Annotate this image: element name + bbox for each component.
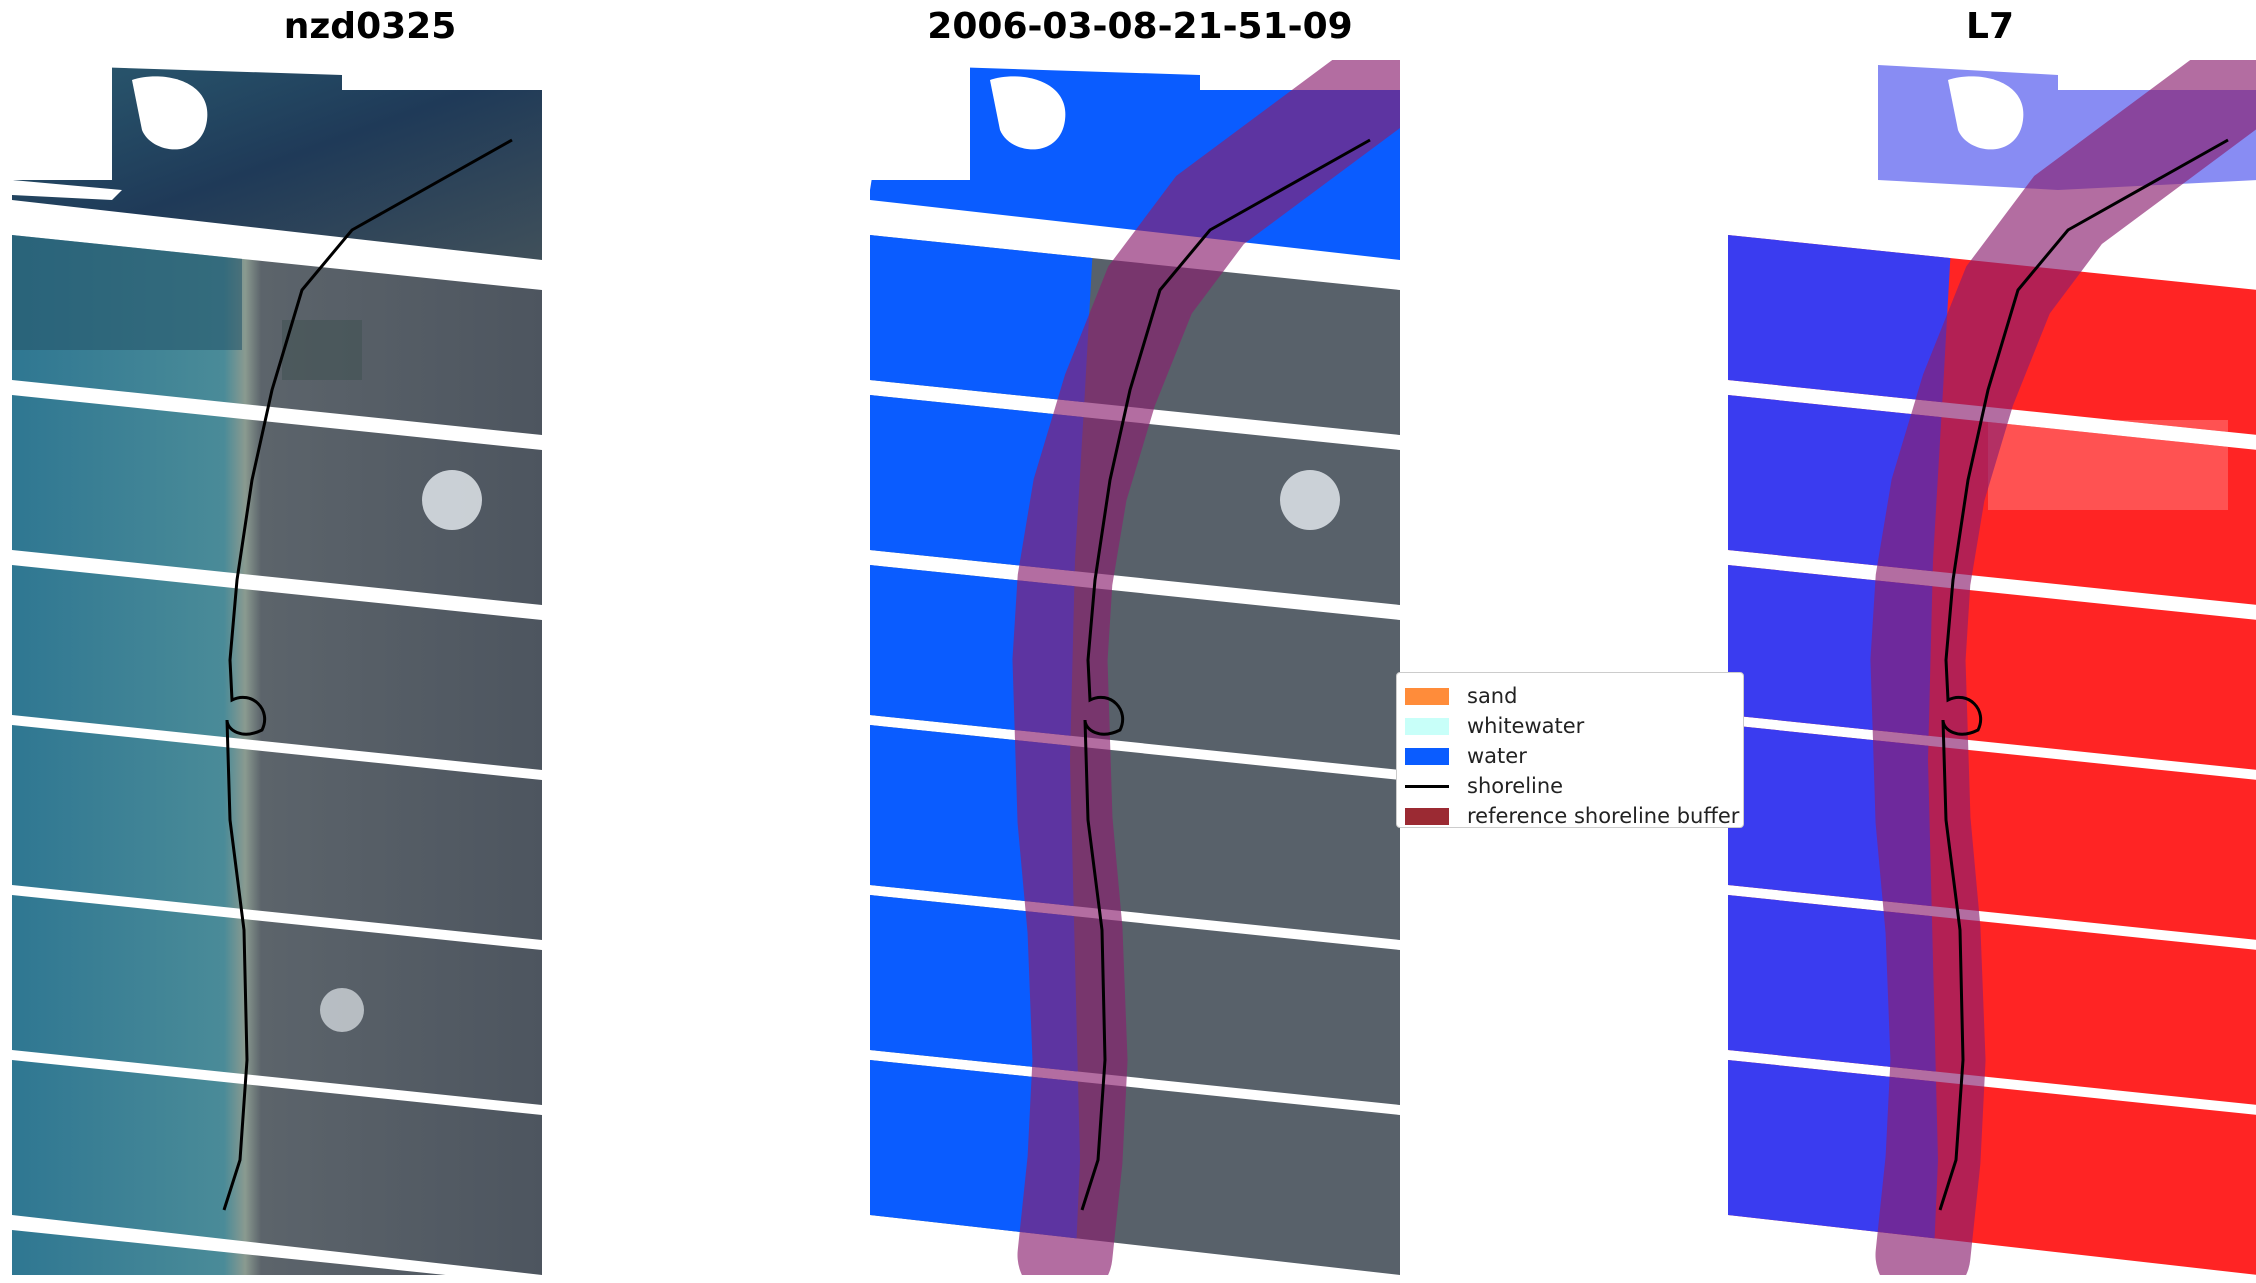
classified-image (870, 60, 1400, 1275)
water-swatch-icon (1405, 747, 1449, 765)
shoreline-line (1080, 138, 1371, 1211)
panel-title-classified: 2006-03-08-21-51-09 (927, 6, 1353, 47)
buffer-swatch-icon (1405, 807, 1449, 825)
legend-item-shoreline: shoreline (1405, 771, 1735, 801)
shoreline-line (1938, 138, 2229, 1211)
sand-swatch-icon (1405, 687, 1449, 705)
legend-label: water (1467, 744, 1527, 768)
shoreline-line (222, 138, 513, 1211)
legend-label: sand (1467, 684, 1518, 708)
legend-item-water: water (1405, 741, 1735, 771)
index-image-panel (1728, 60, 2256, 1275)
legend-item-buffer: reference shoreline buffer (1405, 801, 1739, 831)
classified-image-panel (870, 60, 1400, 1275)
rgb-image (12, 60, 542, 1275)
whitewater-swatch-icon (1405, 717, 1449, 735)
index-image (1728, 60, 2256, 1275)
shoreline-line-icon (1405, 784, 1449, 788)
legend-item-whitewater: whitewater (1405, 711, 1735, 741)
legend-item-sand: sand (1405, 681, 1735, 711)
panel-title-index: L7 (1966, 6, 2014, 47)
legend-label: shoreline (1467, 774, 1564, 798)
rgb-image-panel (12, 60, 542, 1275)
legend: sand whitewater water shoreline referenc… (1396, 672, 1744, 828)
legend-label: whitewater (1467, 714, 1585, 738)
legend-label: reference shoreline buffer (1467, 804, 1740, 828)
panel-title-rgb: nzd0325 (283, 6, 457, 47)
